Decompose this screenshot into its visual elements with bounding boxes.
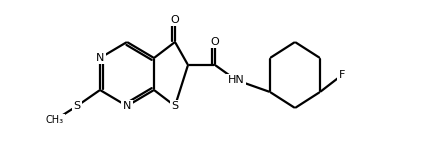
- Text: N: N: [96, 53, 104, 63]
- Text: O: O: [211, 37, 220, 47]
- Text: S: S: [172, 101, 178, 111]
- Text: S: S: [74, 101, 80, 111]
- Text: N: N: [123, 101, 131, 111]
- Text: F: F: [339, 70, 345, 80]
- Text: HN: HN: [228, 75, 244, 85]
- Text: O: O: [171, 15, 179, 25]
- Text: CH₃: CH₃: [46, 115, 64, 125]
